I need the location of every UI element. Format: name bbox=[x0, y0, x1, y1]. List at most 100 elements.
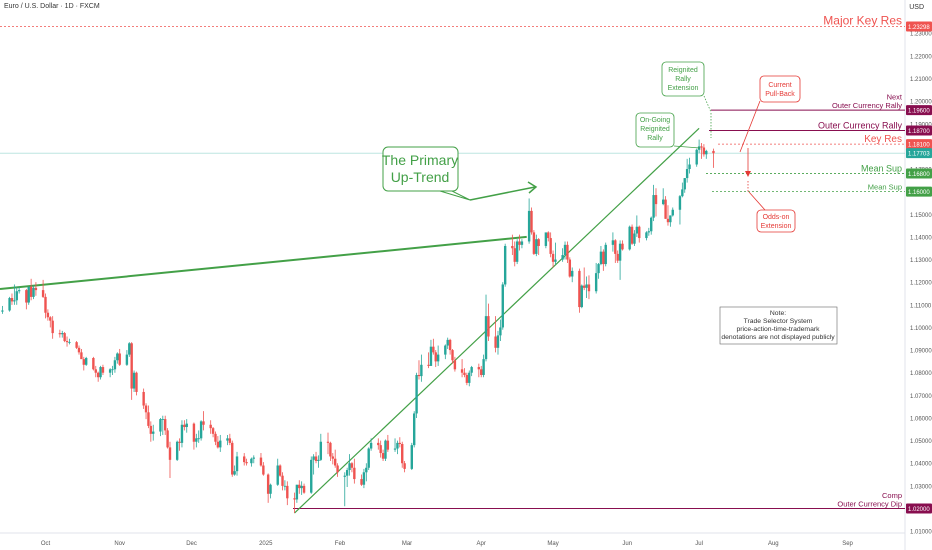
ongoing-callout bbox=[635, 112, 675, 148]
candle-body bbox=[582, 285, 586, 288]
last-price-tag-text: 1.17703 bbox=[908, 152, 930, 158]
candle-body bbox=[360, 479, 363, 485]
candle-body bbox=[219, 440, 222, 448]
candle-body bbox=[527, 210, 531, 242]
candle-body bbox=[15, 291, 18, 301]
primary-trend-callout bbox=[382, 146, 459, 192]
candle-body bbox=[252, 457, 255, 459]
candle-body bbox=[614, 240, 617, 254]
candle-body bbox=[496, 335, 500, 348]
candle-body bbox=[300, 485, 303, 489]
candle-body bbox=[444, 345, 447, 355]
candle-body bbox=[377, 442, 380, 446]
candlesticks bbox=[1, 139, 715, 514]
price-tag-text: 1.16000 bbox=[908, 190, 930, 196]
x-tick-label: Aug bbox=[768, 541, 779, 547]
price-tag-text: 1.18100 bbox=[908, 143, 930, 149]
candle-body bbox=[384, 440, 387, 459]
reignited-callout bbox=[661, 61, 705, 97]
candle-body bbox=[666, 218, 670, 223]
candle-body bbox=[446, 339, 449, 346]
candle-body bbox=[281, 475, 284, 486]
candle-body bbox=[535, 239, 538, 254]
candle-body bbox=[283, 485, 287, 487]
candle-body bbox=[429, 346, 433, 366]
level-label: Mean Sup bbox=[868, 183, 902, 192]
candle-body bbox=[183, 424, 186, 428]
candle-body bbox=[199, 421, 203, 439]
candle-body bbox=[25, 290, 28, 303]
y-tick-label: 1.14000 bbox=[910, 235, 932, 241]
ongoing-label: On-Going Reignited Rally bbox=[640, 117, 670, 142]
candle-body bbox=[46, 312, 50, 318]
note-text: Note: Trade Selector System price-action-t… bbox=[721, 310, 835, 341]
price-tag bbox=[906, 125, 932, 136]
candle-body bbox=[269, 484, 272, 494]
candle-body bbox=[566, 244, 569, 260]
price-tag-text: 1.23298 bbox=[908, 25, 930, 31]
candle-body bbox=[61, 333, 64, 335]
candle-body bbox=[32, 287, 35, 297]
candle-body bbox=[92, 358, 95, 370]
candle-body bbox=[381, 453, 385, 459]
candle-body bbox=[398, 442, 402, 444]
price-tag bbox=[906, 105, 932, 116]
candle-body bbox=[599, 251, 603, 265]
y-tick-label: 1.19000 bbox=[910, 122, 932, 128]
candle-body bbox=[594, 273, 598, 292]
candle-body bbox=[65, 341, 69, 343]
candle-body bbox=[515, 241, 519, 262]
candle-body bbox=[578, 270, 581, 308]
candle-body bbox=[353, 467, 356, 480]
x-tick-label: Apr bbox=[477, 541, 486, 547]
candle-body bbox=[518, 241, 521, 245]
price-tags: 1.23298 1.19600 1.18700 1.18100 1.16800 1.160… bbox=[906, 21, 932, 514]
candle-body bbox=[336, 465, 339, 473]
candle-body bbox=[350, 463, 354, 468]
annotations: The Primary Up-Trend On-Going Reignited Rall… bbox=[382, 61, 838, 345]
candle-body bbox=[77, 347, 81, 353]
candle-body bbox=[460, 369, 464, 373]
candle-body bbox=[650, 217, 653, 232]
y-axis: 1.230001.220001.210001.200001.190001.180… bbox=[904, 0, 932, 550]
y-tick-label: 1.12000 bbox=[910, 281, 932, 287]
level-label: Outer Currency Dip bbox=[837, 500, 902, 509]
candle-body bbox=[513, 248, 516, 262]
last-price-tag bbox=[906, 148, 932, 159]
candle-body bbox=[393, 448, 397, 450]
candle-body bbox=[235, 456, 239, 472]
candle-body bbox=[262, 465, 265, 475]
candle-body bbox=[228, 438, 232, 443]
candle-body bbox=[101, 367, 105, 373]
candle-body bbox=[554, 259, 557, 262]
candle-body bbox=[362, 472, 366, 485]
price-tag-text: 1.16800 bbox=[908, 172, 930, 178]
candle-body bbox=[266, 474, 270, 494]
candle-body bbox=[477, 367, 481, 370]
level-label: Outer Currency Rally bbox=[818, 121, 903, 131]
candle-body bbox=[317, 459, 320, 461]
candle-body bbox=[243, 456, 246, 463]
candle-body bbox=[278, 465, 282, 476]
candle-body bbox=[178, 441, 181, 443]
x-tick-label: Jul bbox=[695, 541, 703, 547]
price-tag bbox=[906, 186, 932, 197]
candle-body bbox=[128, 343, 131, 355]
candle-body bbox=[34, 287, 38, 291]
candle-body bbox=[214, 433, 217, 442]
reignited-pointer bbox=[703, 95, 712, 113]
candle-body bbox=[453, 360, 457, 370]
candle-body bbox=[51, 320, 54, 334]
candle-body bbox=[185, 423, 188, 428]
candle-body bbox=[635, 226, 639, 234]
price-tag bbox=[906, 503, 932, 514]
x-tick-label: May bbox=[547, 541, 558, 547]
candle-body bbox=[448, 339, 452, 351]
candle-body bbox=[630, 226, 634, 244]
candle-body bbox=[68, 342, 71, 343]
candle-body bbox=[333, 458, 337, 466]
candle-body bbox=[314, 456, 318, 461]
candle-body bbox=[209, 424, 212, 429]
candle-body bbox=[369, 442, 373, 449]
